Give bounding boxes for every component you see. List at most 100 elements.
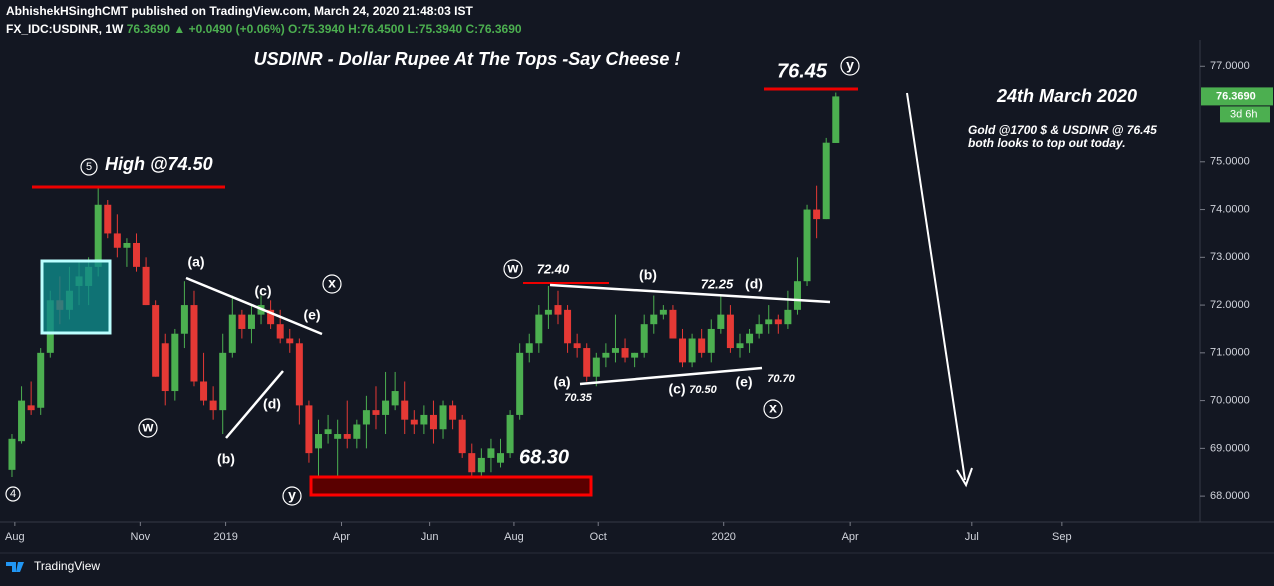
candle-body [698, 338, 706, 353]
candle-body [525, 343, 533, 353]
annotation: High @74.50 [105, 154, 213, 174]
x-tick-label: Apr [333, 531, 350, 543]
candle-body [190, 305, 198, 382]
candle-body [305, 405, 313, 454]
annotation: 72.25 [701, 276, 734, 291]
candle-body [611, 348, 619, 353]
candle-body [315, 434, 323, 449]
countdown: 3d 6h [1230, 108, 1258, 120]
candle-body [554, 305, 562, 315]
arrow-head [956, 467, 973, 488]
candle-body [765, 319, 773, 325]
candle-body [94, 204, 102, 267]
wave-label: (a) [553, 374, 570, 390]
candle-body [583, 348, 591, 377]
trend-line [185, 276, 323, 336]
wave-label: (d) [745, 276, 763, 292]
candle-body [832, 96, 840, 143]
candle-body [324, 429, 332, 435]
support-box [309, 475, 593, 497]
candle-body [286, 338, 294, 344]
change: ▲ +0.0490 (+0.06%) [173, 22, 284, 36]
candle-body [382, 400, 390, 415]
annotation: 24th March 2020 [996, 86, 1137, 106]
x-tick-label: Aug [5, 531, 25, 543]
candle-body [774, 319, 782, 325]
candle-body [497, 453, 505, 463]
y-tick-label: 74.0000 [1210, 203, 1250, 215]
symbol: FX_IDC:USDINR, 1W [6, 22, 124, 36]
candle-body [353, 424, 361, 439]
candle-body [784, 309, 792, 325]
candle-body [669, 309, 677, 339]
annotation: 70.50 [689, 384, 717, 396]
price: 76.3690 [127, 22, 171, 36]
candle-body [736, 343, 744, 349]
x-tick-label: Aug [504, 531, 524, 543]
candle-body [267, 309, 275, 325]
candle-body [429, 414, 437, 430]
candle-body [477, 457, 485, 473]
trend-line [579, 366, 763, 386]
candle-body [362, 410, 370, 425]
wave-circle [5, 486, 21, 502]
wave-label: (a) [187, 254, 204, 270]
wave-circle [282, 486, 302, 506]
annotation: 70.35 [564, 392, 592, 404]
candle-body [621, 348, 629, 358]
candle-body [152, 305, 160, 377]
annotation: 70.70 [767, 373, 795, 385]
y-tick-label: 68.0000 [1210, 490, 1250, 502]
x-tick-label: Apr [842, 531, 859, 543]
wave-circle [138, 418, 158, 438]
y-tick-label: 71.0000 [1210, 347, 1250, 359]
x-tick-label: Sep [1052, 531, 1072, 543]
candle-body [650, 314, 658, 325]
candle-body [104, 204, 112, 234]
candle-body [200, 381, 208, 401]
candle-body [228, 314, 236, 353]
candle-body [238, 314, 246, 329]
candle-body [420, 414, 428, 425]
x-tick-label: Jul [965, 531, 979, 543]
footer-brand: TradingView [34, 559, 100, 573]
wave-label: x [769, 400, 777, 416]
y-tick-label: 73.0000 [1210, 251, 1250, 263]
ohlc: O:75.3940 H:76.4500 L:75.3940 C:76.3690 [288, 22, 522, 36]
candle-body [458, 419, 466, 454]
candle-body [113, 233, 121, 248]
wave-label: y [288, 487, 296, 503]
annotation: 76.45 [777, 60, 828, 82]
candle-body [27, 405, 35, 411]
note: Gold @1700 $ & USDINR @ 76.45 both looks… [968, 124, 1157, 150]
candle-body [133, 242, 141, 267]
x-tick-label: Nov [131, 531, 151, 543]
countdown-box [1220, 106, 1270, 123]
candle-body [640, 324, 648, 353]
y-tick-label: 72.0000 [1210, 299, 1250, 311]
candle-body [631, 352, 639, 358]
candle-body [334, 434, 342, 439]
x-tick-label: Oct [590, 531, 607, 543]
candle-body [410, 419, 418, 425]
last-price-label: 76.3690 [1216, 90, 1256, 102]
candle-body [535, 314, 543, 344]
wave-label: (e) [303, 307, 320, 323]
candle-body [343, 434, 351, 439]
candle-body [707, 328, 715, 353]
candle-body [180, 305, 188, 334]
x-tick-label: 2019 [213, 531, 237, 543]
candle-body [755, 324, 763, 334]
candle-body [449, 405, 457, 420]
candle-body [171, 333, 179, 392]
y-tick-label: 77.0000 [1210, 60, 1250, 72]
candle-body [219, 352, 227, 411]
wave-label: (c) [668, 381, 685, 397]
wave-label: (e) [735, 374, 752, 390]
candle-body [592, 357, 600, 377]
candle-body [822, 142, 830, 220]
wave-circle [763, 399, 783, 419]
wave-label: (c) [254, 283, 271, 299]
